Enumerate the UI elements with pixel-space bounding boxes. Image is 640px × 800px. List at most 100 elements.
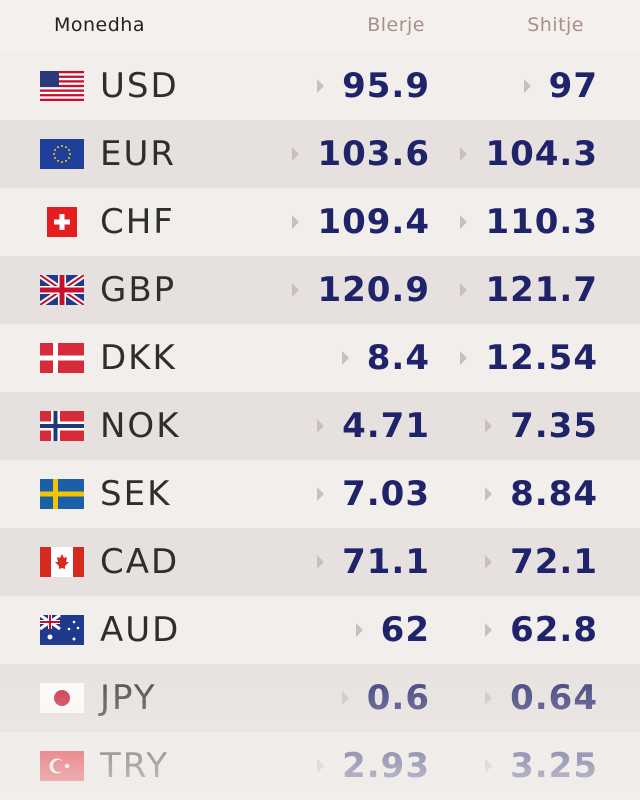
header-currency: Monedha: [54, 14, 145, 36]
sell-rate: 110.3: [485, 202, 598, 242]
sell-rate: 72.1: [510, 542, 598, 582]
flag-icon: [40, 479, 84, 509]
flag-icon: [47, 207, 77, 237]
arrow-icon: [292, 147, 300, 161]
arrow-icon: [317, 487, 325, 501]
flag-icon: [40, 343, 84, 373]
sell-rate: 121.7: [485, 270, 598, 310]
arrow-icon: [485, 555, 493, 569]
sell-rate-cell: 62.8: [485, 610, 598, 650]
buy-rate-cell: 7.03: [317, 474, 430, 514]
buy-rate: 4.71: [342, 406, 430, 446]
buy-rate: 62: [380, 610, 430, 650]
sell-rate: 7.35: [510, 406, 598, 446]
rate-row: SEK 7.03 8.84: [0, 460, 640, 528]
buy-rate-cell: 109.4: [292, 202, 430, 242]
currency-code: CAD: [100, 542, 180, 582]
buy-rate: 7.03: [342, 474, 430, 514]
arrow-icon: [485, 419, 493, 433]
rate-row: JPY 0.6 0.64: [0, 664, 640, 732]
sell-rate: 0.64: [510, 678, 598, 718]
sell-rate-cell: 121.7: [460, 270, 598, 310]
currency-code: USD: [100, 66, 179, 106]
rate-row: DKK 8.4 12.54: [0, 324, 640, 392]
arrow-icon: [292, 283, 300, 297]
sell-rate-cell: 72.1: [485, 542, 598, 582]
buy-rate: 95.9: [342, 66, 430, 106]
sell-rate-cell: 97: [523, 66, 598, 106]
flag-icon: [40, 683, 84, 713]
header-buy: Blerje: [367, 14, 425, 36]
arrow-icon: [485, 691, 493, 705]
sell-rate-cell: 12.54: [460, 338, 598, 378]
currency-code: AUD: [100, 610, 181, 650]
sell-rate-cell: 7.35: [485, 406, 598, 446]
flag-icon: [40, 615, 84, 645]
flag-icon: [40, 71, 84, 101]
flag-icon: [40, 411, 84, 441]
buy-rate: 103.6: [317, 134, 430, 174]
flag-icon: [40, 275, 84, 305]
buy-rate: 71.1: [342, 542, 430, 582]
header-sell: Shitje: [527, 14, 584, 36]
flag-icon: [40, 751, 84, 781]
buy-rate-cell: 8.4: [341, 338, 430, 378]
rate-row: NOK 4.71 7.35: [0, 392, 640, 460]
sell-rate: 8.84: [510, 474, 598, 514]
currency-code: GBP: [100, 270, 177, 310]
sell-rate: 104.3: [485, 134, 598, 174]
buy-rate: 2.93: [342, 746, 430, 786]
rate-row: CAD 71.1 72.1: [0, 528, 640, 596]
currency-code: EUR: [100, 134, 176, 174]
buy-rate-cell: 62: [355, 610, 430, 650]
flag-icon: [40, 547, 84, 577]
arrow-icon: [460, 147, 468, 161]
currency-code: SEK: [100, 474, 172, 514]
currency-code: JPY: [100, 678, 157, 718]
sell-rate: 12.54: [485, 338, 598, 378]
currency-code: NOK: [100, 406, 181, 446]
arrow-icon: [341, 351, 349, 365]
sell-rate-cell: 104.3: [460, 134, 598, 174]
sell-rate-cell: 8.84: [485, 474, 598, 514]
arrow-icon: [485, 759, 493, 773]
sell-rate-cell: 110.3: [460, 202, 598, 242]
sell-rate: 62.8: [510, 610, 598, 650]
arrow-icon: [317, 555, 325, 569]
arrow-icon: [460, 351, 468, 365]
rate-row: GBP 120.9 121.7: [0, 256, 640, 324]
arrow-icon: [485, 487, 493, 501]
sell-rate-cell: 3.25: [485, 746, 598, 786]
table-header: Monedha Blerje Shitje: [0, 0, 640, 52]
rate-table: USD 95.9 97 EUR 103.6 104.3 CHF 109.4 110.3 GBP 12…: [0, 52, 640, 800]
currency-code: CHF: [100, 202, 175, 242]
buy-rate-cell: 103.6: [292, 134, 430, 174]
buy-rate-cell: 95.9: [317, 66, 430, 106]
rate-row: AUD 62 62.8: [0, 596, 640, 664]
buy-rate-cell: 2.93: [317, 746, 430, 786]
buy-rate-cell: 120.9: [292, 270, 430, 310]
arrow-icon: [317, 419, 325, 433]
flag-icon: [40, 139, 84, 169]
currency-code: DKK: [100, 338, 177, 378]
rate-row: CHF 109.4 110.3: [0, 188, 640, 256]
arrow-icon: [460, 215, 468, 229]
arrow-icon: [485, 623, 493, 637]
rate-row: TRY 2.93 3.25: [0, 732, 640, 800]
sell-rate: 3.25: [510, 746, 598, 786]
arrow-icon: [317, 79, 325, 93]
buy-rate-cell: 71.1: [317, 542, 430, 582]
sell-rate-cell: 0.64: [485, 678, 598, 718]
arrow-icon: [355, 623, 363, 637]
arrow-icon: [523, 79, 531, 93]
buy-rate: 8.4: [366, 338, 430, 378]
buy-rate: 0.6: [366, 678, 430, 718]
arrow-icon: [341, 691, 349, 705]
buy-rate-cell: 4.71: [317, 406, 430, 446]
arrow-icon: [460, 283, 468, 297]
buy-rate: 109.4: [317, 202, 430, 242]
currency-code: TRY: [100, 746, 169, 786]
buy-rate: 120.9: [317, 270, 430, 310]
arrow-icon: [292, 215, 300, 229]
